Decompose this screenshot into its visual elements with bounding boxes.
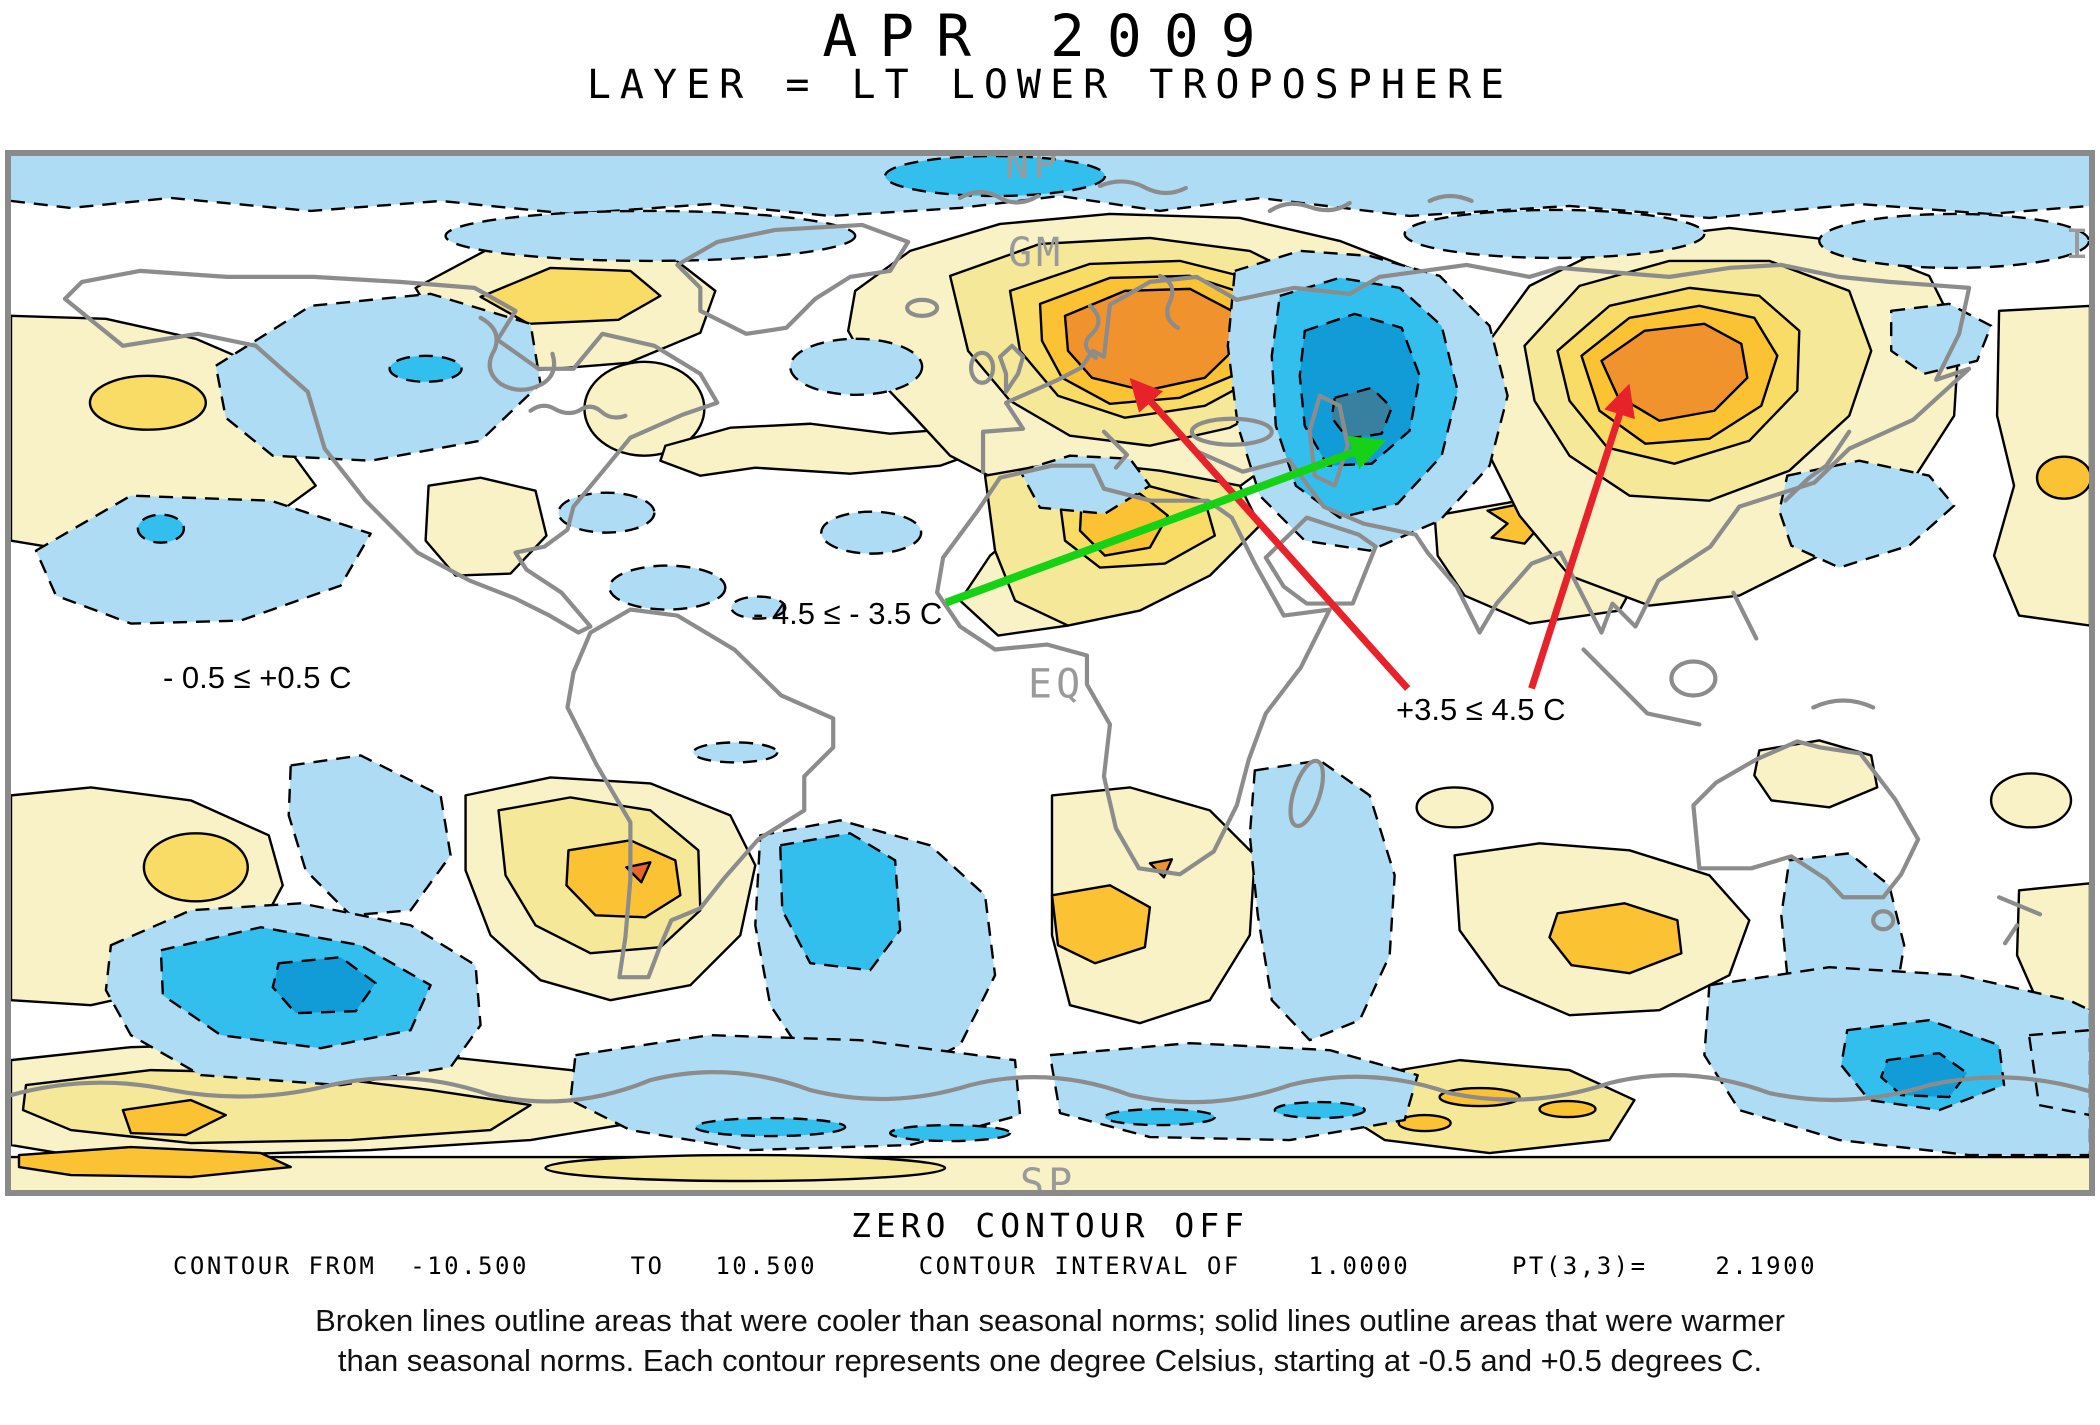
pointer-arrows [944,377,1635,691]
coastlines [11,179,2089,1105]
grid-labels: NP GM EQ SP I [1005,156,2089,1190]
anomaly-map-frame: NP GM EQ SP I [5,150,2095,1196]
page-subtitle: LAYER = LT LOWER TROPOSPHERE [586,62,1514,108]
cool-anomaly-regions [11,156,2089,1157]
label-south-pole: SP [1020,1161,1076,1190]
anomaly-map: NP GM EQ SP I [11,156,2089,1190]
label-dateline: I [2065,222,2089,268]
contour-info: CONTOUR FROM -10.500 TO 10.500 CONTOUR I… [172,1252,1818,1280]
red-arrow-europe [1129,377,1411,691]
caption-line-2: than seasonal norms. Each contour repres… [337,1343,1763,1378]
green-arrow-central-asia [944,435,1387,607]
caption-line-1: Broken lines outline areas that were coo… [315,1303,1785,1338]
annotation-warm-range: +3.5 ≤ 4.5 C [1396,692,1566,727]
label-north-pole: NP [1005,156,1061,188]
annotation-near-normal: - 0.5 ≤ +0.5 C [163,660,352,695]
label-equator: EQ [1028,661,1084,707]
page-title: APR 2009 [822,2,1278,70]
zero-contour-note: ZERO CONTOUR OFF [851,1206,1249,1245]
annotation-cool-range: - 4.5 ≤ - 3.5 C [753,596,943,631]
label-greenwich-meridian: GM [1008,230,1064,276]
red-arrow-mongolia [1528,383,1635,690]
